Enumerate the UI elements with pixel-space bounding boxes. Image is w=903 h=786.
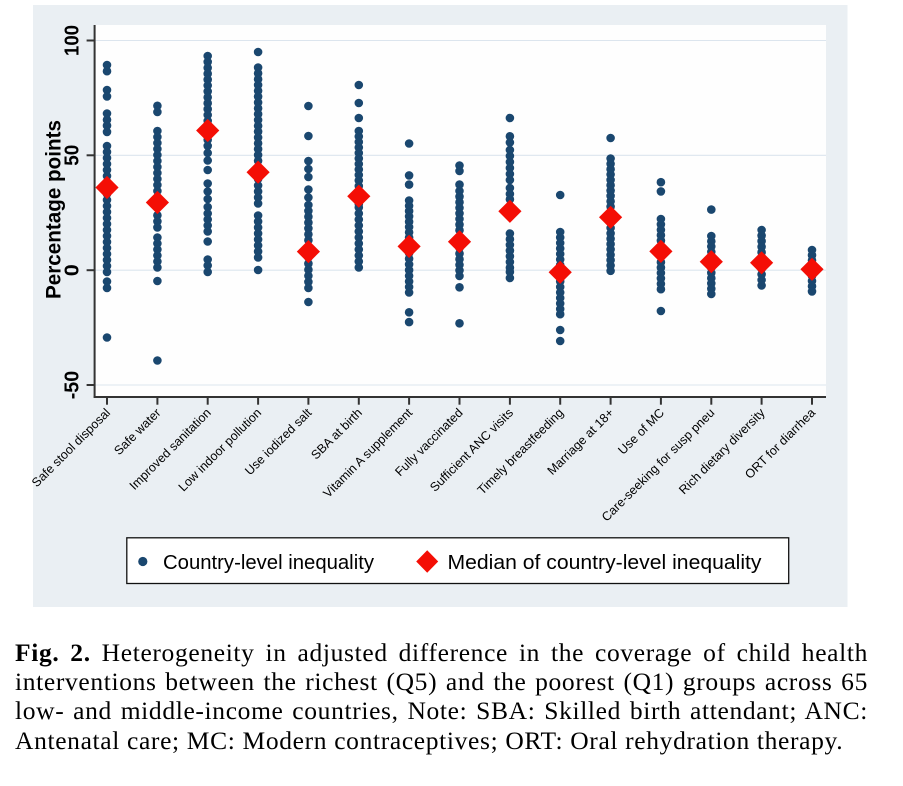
svg-text:50: 50: [60, 145, 83, 166]
svg-text:Percentage points: Percentage points: [42, 120, 66, 299]
svg-text:0: 0: [60, 264, 83, 276]
svg-text:-50: -50: [60, 371, 83, 400]
svg-text:100: 100: [60, 25, 83, 56]
svg-text:Country-level inequality: Country-level inequality: [163, 552, 374, 574]
svg-text:Median of country-level inequa: Median of country-level inequality: [448, 552, 762, 574]
